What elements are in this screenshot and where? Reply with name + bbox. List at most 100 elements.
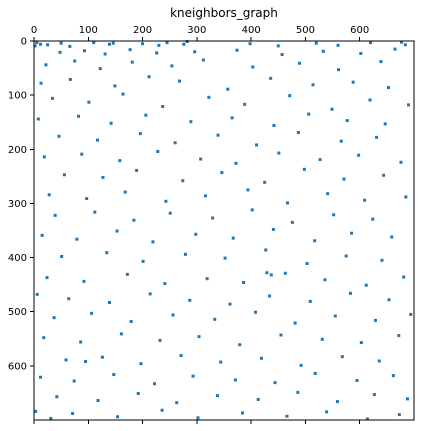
nonzero-entry-167 — [333, 314, 337, 318]
nonzero-entry-67 — [230, 116, 234, 120]
nonzero-entry-147 — [323, 278, 327, 282]
nonzero-entry-139 — [380, 258, 384, 262]
nonzero-entry-202 — [136, 391, 140, 395]
nonzero-entry-29 — [321, 49, 325, 53]
nonzero-entry-157 — [308, 299, 312, 303]
nonzero-entry-172 — [119, 332, 123, 336]
nonzero-entry-210 — [34, 409, 38, 413]
nonzero-entry-59 — [330, 107, 334, 111]
nonzero-entry-209 — [405, 397, 409, 401]
nonzero-entry-61 — [407, 103, 411, 107]
nonzero-entry-18 — [369, 41, 373, 45]
nonzero-entry-141 — [82, 279, 86, 283]
nonzero-entry-107 — [326, 192, 330, 196]
nonzero-entry-70 — [345, 119, 349, 123]
nonzero-entry-116 — [290, 220, 294, 224]
nonzero-entry-193 — [153, 382, 157, 386]
nonzero-entry-65 — [144, 113, 148, 117]
nonzero-entry-169 — [409, 312, 413, 316]
nonzero-entry-74 — [138, 132, 142, 136]
nonzero-entry-200 — [55, 395, 59, 399]
nonzero-entry-76 — [216, 133, 220, 137]
nonzero-entry-216 — [240, 411, 244, 415]
nonzero-entry-86 — [234, 161, 238, 165]
nonzero-entry-213 — [116, 415, 120, 419]
nonzero-entry-121 — [115, 229, 119, 233]
nonzero-entry-68 — [272, 123, 276, 127]
nonzero-entry-19 — [400, 40, 404, 44]
nonzero-entry-115 — [250, 208, 254, 212]
x-tick-label-300: 300 — [187, 25, 206, 36]
nonzero-entry-207 — [335, 400, 339, 404]
nonzero-entry-14 — [248, 42, 252, 46]
nonzero-entry-49 — [311, 83, 315, 87]
nonzero-entry-120 — [75, 237, 79, 241]
nonzero-entry-212 — [71, 412, 75, 415]
nonzero-entry-28 — [280, 53, 284, 57]
nonzero-entry-106 — [286, 201, 290, 205]
nonzero-entry-111 — [93, 210, 97, 214]
nonzero-entry-55 — [161, 105, 165, 109]
nonzero-entry-195 — [233, 378, 237, 382]
nonzero-entry-17 — [336, 43, 340, 47]
nonzero-entry-219 — [365, 417, 369, 421]
nonzero-entry-125 — [271, 227, 275, 231]
nonzero-entry-11 — [165, 41, 169, 45]
nonzero-entry-196 — [273, 381, 277, 385]
nonzero-entry-114 — [211, 216, 215, 220]
nonzero-entry-171 — [79, 340, 83, 344]
nonzero-entry-103 — [164, 199, 168, 203]
nonzero-entry-151 — [67, 297, 71, 301]
nonzero-entry-163 — [171, 313, 175, 317]
nonzero-entry-136 — [269, 273, 273, 277]
nonzero-entry-66 — [189, 120, 193, 124]
nonzero-entry-133 — [223, 256, 227, 260]
nonzero-entry-27 — [235, 48, 239, 52]
nonzero-entry-60 — [368, 98, 372, 102]
plot-area — [33, 40, 413, 421]
nonzero-entry-190 — [39, 375, 43, 379]
nonzero-entry-183 — [139, 362, 143, 366]
nonzero-entry-5 — [68, 44, 72, 48]
nonzero-entry-72 — [57, 134, 61, 138]
nonzero-entry-12 — [182, 42, 186, 46]
x-tick-label-500: 500 — [296, 25, 315, 36]
nonzero-entry-155 — [228, 302, 232, 306]
nonzero-entry-189 — [377, 359, 381, 363]
nonzero-entry-145 — [242, 280, 246, 284]
nonzero-entry-174 — [197, 335, 201, 339]
nonzero-entry-44 — [113, 84, 117, 88]
nonzero-entry-39 — [297, 61, 301, 65]
nonzero-entry-69 — [307, 112, 311, 116]
nonzero-entry-62 — [36, 117, 40, 121]
nonzero-entry-0 — [33, 44, 37, 48]
nonzero-entry-33 — [73, 59, 77, 63]
nonzero-entry-203 — [175, 401, 179, 405]
nonzero-entry-131 — [141, 259, 145, 263]
nonzero-entry-58 — [288, 94, 292, 98]
nonzero-entry-179 — [397, 334, 401, 338]
nonzero-entry-184 — [179, 354, 183, 358]
nonzero-entry-83 — [118, 159, 122, 163]
plot-frame — [33, 40, 415, 421]
nonzero-entry-197 — [313, 371, 317, 375]
y-tick-label-200: 200 — [8, 145, 27, 156]
nonzero-entry-54 — [121, 92, 125, 96]
nonzero-entry-41 — [379, 60, 383, 64]
nonzero-entry-153 — [148, 292, 152, 296]
nonzero-entry-6 — [92, 41, 96, 45]
nonzero-entry-104 — [204, 194, 208, 198]
nonzero-entry-97 — [302, 167, 306, 171]
axis-ticks: 0 100 200 300 400 500 600 0 100 200 300 400 500 600 — [8, 25, 369, 424]
nonzero-entry-37 — [201, 58, 205, 62]
nonzero-entry-10 — [157, 43, 161, 47]
nonzero-entry-204 — [215, 394, 219, 398]
nonzero-entry-123 — [194, 232, 198, 236]
nonzero-entry-25 — [155, 51, 159, 55]
nonzero-entry-154 — [188, 298, 192, 302]
nonzero-entry-214 — [160, 408, 164, 412]
nonzero-entry-42 — [39, 81, 43, 85]
nonzero-entry-26 — [193, 50, 197, 54]
nonzero-entry-71 — [383, 122, 387, 126]
nonzero-entry-176 — [279, 333, 283, 337]
